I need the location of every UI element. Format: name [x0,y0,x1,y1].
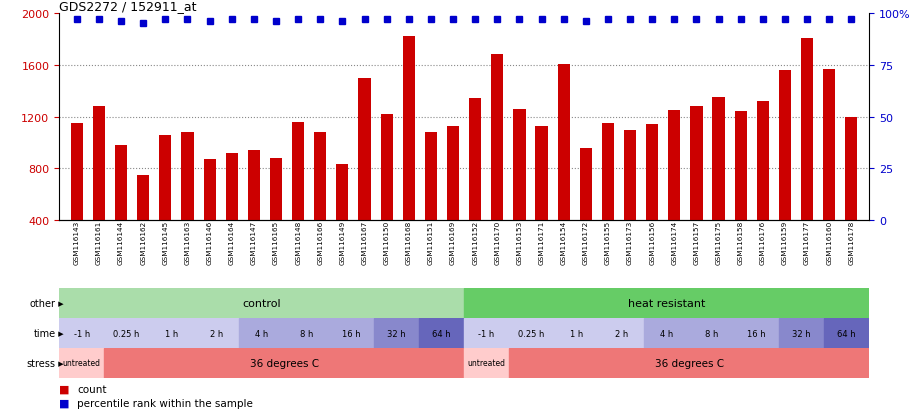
Bar [380,115,393,272]
Bar [845,117,857,272]
Bar [513,109,525,272]
Bar [554,318,599,348]
Text: 2 h: 2 h [615,329,628,338]
Bar [447,126,460,272]
Text: 36 degrees C: 36 degrees C [654,358,723,368]
Bar [779,71,791,272]
Bar [558,64,570,272]
Text: other: other [29,299,56,309]
Text: -1 h: -1 h [479,329,495,338]
Text: ▶: ▶ [56,301,63,306]
Bar [104,348,464,378]
Text: stress: stress [26,358,56,368]
Bar [71,124,83,272]
Text: -1 h: -1 h [74,329,90,338]
Bar [314,133,327,272]
Text: ▶: ▶ [56,360,63,366]
Bar [194,318,239,348]
Bar [403,37,415,272]
Bar [292,123,304,272]
Text: 8 h: 8 h [705,329,718,338]
Bar [801,38,814,272]
Text: 32 h: 32 h [388,329,406,338]
Bar [159,135,171,272]
Text: percentile rank within the sample: percentile rank within the sample [77,398,253,408]
Text: 16 h: 16 h [342,329,361,338]
Bar [689,318,734,348]
Bar [270,159,282,272]
Bar [469,99,481,272]
Text: count: count [77,384,106,394]
Bar [644,318,689,348]
Text: untreated: untreated [63,358,101,368]
Bar [734,318,779,348]
Text: ▶: ▶ [56,330,63,336]
Text: untreated: untreated [468,358,506,368]
Bar [226,154,238,272]
Bar [691,107,703,272]
Bar [464,289,869,318]
Bar [464,318,509,348]
Bar [509,318,554,348]
Bar [239,318,284,348]
Bar [337,165,349,272]
Bar [374,318,420,348]
Bar [204,160,216,272]
Bar [779,318,824,348]
Bar [580,148,592,272]
Text: 0.25 h: 0.25 h [519,329,545,338]
Text: 0.25 h: 0.25 h [114,329,140,338]
Bar [602,124,614,272]
Text: control: control [242,299,281,309]
Text: ■: ■ [59,384,70,394]
Bar [59,289,464,318]
Bar [757,102,769,272]
Bar [425,133,437,272]
Bar [137,176,149,272]
Text: 2 h: 2 h [210,329,223,338]
Bar [624,130,636,272]
Text: 1 h: 1 h [570,329,583,338]
Bar [734,112,747,272]
Bar [420,318,464,348]
Bar [93,107,105,272]
Bar [668,111,681,272]
Text: 36 degrees C: 36 degrees C [249,358,318,368]
Bar [59,318,104,348]
Text: time: time [34,328,56,338]
Bar [149,318,194,348]
Bar [824,69,835,272]
Bar [359,78,370,272]
Text: 1 h: 1 h [165,329,178,338]
Text: 32 h: 32 h [793,329,811,338]
Bar [713,98,724,272]
Text: heat resistant: heat resistant [628,299,705,309]
Bar [115,146,127,272]
Bar [329,318,374,348]
Bar [646,125,658,272]
Bar [104,318,149,348]
Bar [535,126,548,272]
Text: GDS2272 / 152911_at: GDS2272 / 152911_at [59,0,197,13]
Bar [59,348,104,378]
Bar [491,55,503,272]
Bar [599,318,644,348]
Text: 64 h: 64 h [837,329,856,338]
Bar [824,318,869,348]
Text: ■: ■ [59,398,70,408]
Text: 64 h: 64 h [432,329,451,338]
Text: 4 h: 4 h [660,329,673,338]
Bar [509,348,869,378]
Text: 16 h: 16 h [747,329,766,338]
Bar [181,133,194,272]
Bar [464,348,509,378]
Text: 8 h: 8 h [300,329,313,338]
Bar [248,151,260,272]
Bar [284,318,329,348]
Text: 4 h: 4 h [255,329,268,338]
